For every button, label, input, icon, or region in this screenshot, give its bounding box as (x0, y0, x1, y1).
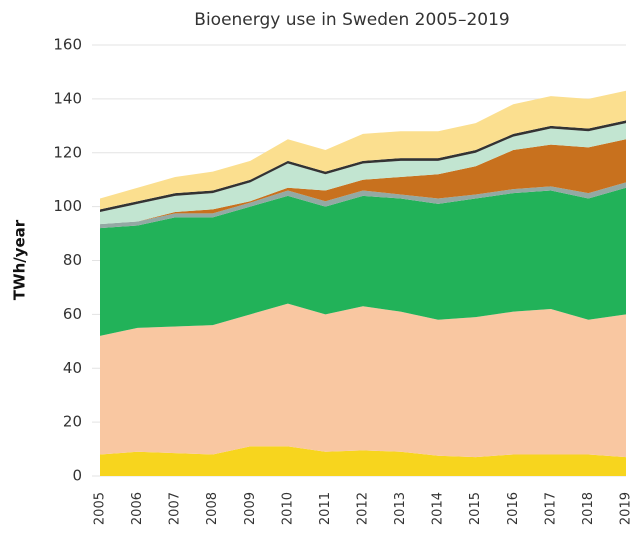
area (100, 139, 626, 225)
y-tick-label: 0 (72, 467, 82, 485)
x-tick-label: 2015 (468, 492, 483, 525)
y-tick-label: 40 (63, 359, 82, 377)
area (100, 446, 626, 476)
x-tick-label: 2018 (581, 492, 596, 525)
area (100, 123, 626, 225)
area (100, 187, 626, 336)
x-tick-label: 2016 (506, 492, 521, 525)
y-tick-label: 120 (53, 143, 82, 161)
x-tick-label: 2014 (431, 492, 446, 525)
y-tick-label: 160 (53, 36, 82, 54)
y-tick-label: 20 (63, 413, 82, 431)
y-tick-label: 60 (63, 305, 82, 323)
x-tick-label: 2017 (543, 492, 558, 525)
x-tick-label: 2009 (243, 492, 258, 525)
x-tick-label: 2011 (318, 492, 333, 525)
x-tick-label: 2007 (168, 492, 183, 525)
y-tick-label: 100 (53, 197, 82, 215)
area (100, 90, 626, 210)
x-tick-label: 2013 (393, 492, 408, 525)
y-axis-label: TWh/year (11, 219, 29, 300)
x-tick-label: 2010 (280, 492, 295, 525)
x-tick-label: 2005 (93, 492, 108, 525)
x-tick-label: 2019 (619, 492, 630, 525)
chart-title: Bioenergy use in Sweden 2005–2019 (194, 10, 509, 30)
area (100, 120, 626, 213)
area (100, 303, 626, 458)
x-tick-label: 2008 (205, 492, 220, 525)
y-tick-label: 140 (53, 89, 82, 107)
area (100, 182, 626, 229)
x-tick-label: 2012 (356, 492, 371, 525)
y-tick-label: 80 (63, 251, 82, 269)
x-tick-label: 2006 (130, 492, 145, 525)
